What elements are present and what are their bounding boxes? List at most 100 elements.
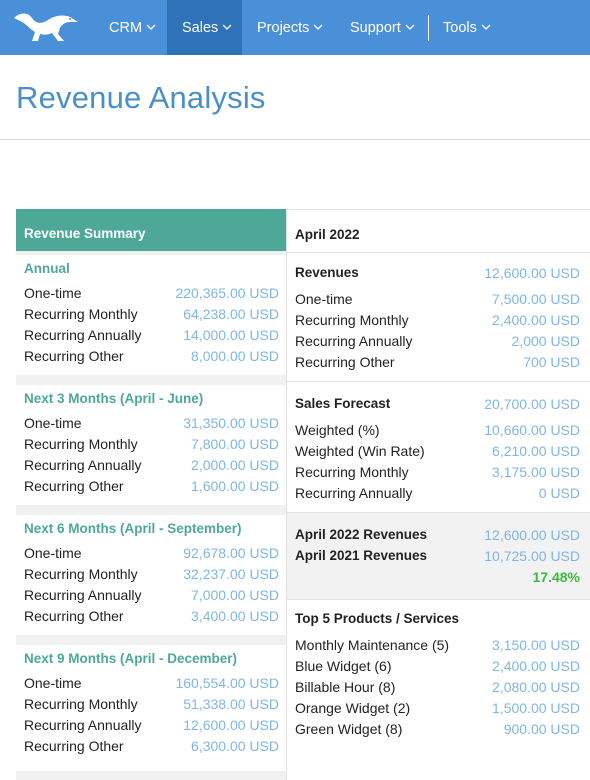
row-value: 3,175.00 USD — [492, 464, 580, 480]
row-value: 10,660.00 USD — [484, 422, 580, 438]
row-label: One-time — [24, 285, 82, 301]
revenue-comparison-block: April 2022 Revenues 12,600.00 USD April 2… — [287, 513, 590, 600]
current-label: April 2022 Revenues — [295, 527, 428, 542]
sales-forecast-block: Sales Forecast 20,700.00 USD Weighted (%)… — [287, 382, 590, 513]
row-label: Recurring Other — [24, 478, 124, 494]
nav-tools[interactable]: Tools — [443, 0, 503, 55]
nav-sales-label: Sales — [182, 20, 219, 36]
revenues-total: 12,600.00 USD — [484, 265, 580, 281]
row-value: 92,678.00 USD — [183, 545, 279, 561]
row-value: 32,237.00 USD — [183, 566, 279, 582]
product-value: 1,500.00 USD — [492, 700, 580, 716]
product-value: 2,400.00 USD — [492, 658, 580, 674]
nav-divider — [428, 15, 429, 41]
nav-sales[interactable]: Sales — [167, 0, 242, 55]
row-label: Recurring Annually — [295, 333, 413, 349]
product-label: Orange Widget (2) — [295, 700, 411, 716]
row-value: 0 USD — [538, 485, 580, 501]
row-value: 3,400.00 USD — [191, 608, 279, 624]
nav-projects-label: Projects — [257, 20, 310, 36]
row-label: One-time — [24, 545, 82, 561]
row-value: 8,000.00 USD — [191, 348, 279, 364]
row-label: Recurring Other — [295, 354, 395, 370]
product-value: 2,080.00 USD — [492, 679, 580, 695]
forecast-total: 20,700.00 USD — [484, 396, 580, 412]
product-label: Blue Widget (6) — [295, 658, 392, 674]
row-value: 2,400.00 USD — [492, 312, 580, 328]
row-label: Recurring Annually — [24, 327, 142, 343]
summary-block-9-months: Next 9 Months (April - December) One-tim… — [16, 645, 286, 771]
row-value: 7,800.00 USD — [191, 436, 279, 452]
previous-value: 10,725.00 USD — [484, 548, 580, 564]
block-title: Annual — [24, 261, 70, 276]
revenue-summary-panel: Revenue Summary Annual One-time 220,365.0… — [16, 209, 286, 780]
summary-block-annual: Annual One-time 220,365.00 USD Recurring … — [16, 255, 286, 375]
revenues-block: Revenues 12,600.00 USD One-time 7,500.00 U… — [287, 253, 590, 382]
row-value: 700 USD — [523, 354, 580, 370]
top-nav-bar: CRM Sales Projects Support Tools — [0, 0, 590, 55]
block-title: Next 9 Months (April - December) — [24, 651, 238, 666]
product-label: Monthly Maintenance (5) — [295, 637, 450, 653]
row-label: Recurring Annually — [24, 457, 142, 473]
revenue-summary-header: Revenue Summary — [16, 209, 286, 251]
month-panel: April 2022 Revenues 12,600.00 USD One-tim… — [286, 209, 590, 780]
product-label: Billable Hour (8) — [295, 679, 396, 695]
top-products-block: Top 5 Products / Services Monthly Mainte… — [287, 600, 590, 750]
row-value: 7,000.00 USD — [191, 587, 279, 603]
forecast-title: Sales Forecast — [295, 396, 391, 411]
row-value: 220,365.00 USD — [175, 285, 279, 301]
row-label: Recurring Annually — [24, 587, 142, 603]
row-label: One-time — [295, 291, 353, 307]
block-title: Next 6 Months (April - September) — [24, 521, 242, 536]
top-products-title: Top 5 Products / Services — [295, 611, 460, 626]
product-value: 3,150.00 USD — [492, 637, 580, 653]
nav-crm[interactable]: CRM — [103, 0, 161, 55]
row-value: 31,350.00 USD — [183, 415, 279, 431]
row-value: 51,338.00 USD — [183, 696, 279, 712]
row-value: 6,210.00 USD — [492, 443, 580, 459]
page-title: Revenue Analysis — [16, 80, 266, 115]
nav-support[interactable]: Support — [350, 0, 422, 55]
row-label: Recurring Monthly — [295, 312, 409, 328]
row-label: Recurring Other — [24, 608, 124, 624]
row-label: Recurring Annually — [24, 717, 142, 733]
month-header: April 2022 — [287, 210, 590, 253]
row-label: Recurring Monthly — [24, 436, 138, 452]
summary-block-6-months: Next 6 Months (April - September) One-ti… — [16, 515, 286, 635]
chevron-down-icon — [222, 24, 232, 31]
row-label: Weighted (%) — [295, 422, 380, 438]
row-label: One-time — [24, 675, 82, 691]
row-label: Recurring Monthly — [24, 566, 138, 582]
row-value: 1,600.00 USD — [191, 478, 279, 494]
product-label: Green Widget (8) — [295, 721, 403, 737]
chevron-down-icon — [146, 24, 156, 31]
row-label: Recurring Monthly — [24, 696, 138, 712]
row-value: 12,600.00 USD — [183, 717, 279, 733]
revenues-title: Revenues — [295, 265, 359, 280]
row-value: 14,000.00 USD — [183, 327, 279, 343]
row-label: Recurring Monthly — [24, 306, 138, 322]
row-value: 7,500.00 USD — [492, 291, 580, 307]
row-value: 2,000 USD — [511, 333, 580, 349]
current-value: 12,600.00 USD — [484, 527, 580, 543]
row-label: Recurring Monthly — [295, 464, 409, 480]
row-label: Recurring Other — [24, 348, 124, 364]
row-label: Recurring Annually — [295, 485, 413, 501]
dinosaur-logo-icon[interactable] — [12, 8, 80, 46]
chevron-down-icon — [405, 24, 415, 31]
block-title: Next 3 Months (April - June) — [24, 391, 204, 406]
row-value: 160,554.00 USD — [175, 675, 279, 691]
row-value: 2,000.00 USD — [191, 457, 279, 473]
nav-tools-label: Tools — [443, 20, 477, 36]
row-label: One-time — [24, 415, 82, 431]
previous-label: April 2021 Revenues — [295, 548, 428, 563]
row-value: 6,300.00 USD — [191, 738, 279, 754]
title-divider — [0, 139, 590, 140]
change-percentage: 17.48% — [532, 569, 580, 585]
row-label: Weighted (Win Rate) — [295, 443, 425, 459]
row-label: Recurring Other — [24, 738, 124, 754]
chevron-down-icon — [313, 24, 323, 31]
nav-projects[interactable]: Projects — [257, 0, 337, 55]
summary-block-3-months: Next 3 Months (April - June) One-time 31,… — [16, 385, 286, 505]
row-value: 64,238.00 USD — [183, 306, 279, 322]
